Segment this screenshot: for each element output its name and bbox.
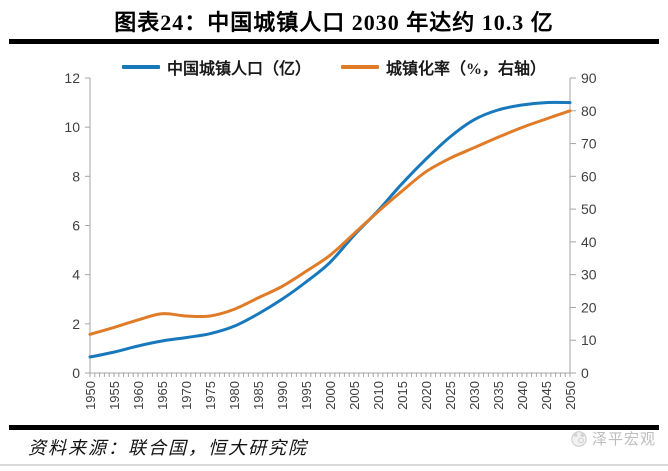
right-tick-label: 50	[581, 201, 597, 217]
x-tick-label: 1970	[179, 381, 194, 410]
x-tick-label: 1990	[275, 381, 290, 410]
legend: 中国城镇人口（亿） 城镇化率（%，右轴）	[88, 55, 580, 79]
x-tick-label: 1965	[155, 381, 170, 410]
legend-item-population: 中国城镇人口（亿）	[121, 55, 311, 79]
right-tick-label: 80	[581, 103, 597, 119]
left-tick-label: 8	[72, 168, 80, 184]
x-tick-label: 2035	[491, 381, 506, 410]
left-tick-label: 12	[64, 70, 80, 86]
x-tick-label: 2050	[563, 381, 578, 410]
x-tick-label: 1960	[131, 381, 146, 410]
x-tick-label: 1975	[203, 381, 218, 410]
x-tick-label: 2015	[395, 381, 410, 410]
x-tick-label: 1995	[299, 381, 314, 410]
population-line-swatch	[121, 65, 160, 69]
x-tick-label: 2000	[323, 381, 338, 410]
right-tick-label: 70	[581, 136, 597, 152]
x-tick-label: 1980	[227, 381, 242, 410]
chart-title: 图表24：中国城镇人口 2030 年达约 10.3 亿	[114, 10, 554, 35]
legend-item-urbanization-rate: 城镇化率（%，右轴）	[341, 55, 546, 79]
x-tick-label: 2040	[515, 381, 530, 410]
x-tick-label: 1985	[251, 381, 266, 410]
right-tick-label: 10	[581, 332, 597, 348]
legend-label-population: 中国城镇人口（亿）	[166, 61, 311, 78]
urbanization-line-swatch	[341, 65, 379, 69]
left-tick-label: 10	[64, 119, 80, 135]
page-bottom-strip	[0, 464, 668, 466]
x-tick-label: 1955	[107, 381, 122, 410]
legend-label-urbanization-rate: 城镇化率（%，右轴）	[386, 61, 547, 78]
left-tick-label: 4	[72, 267, 80, 283]
right-tick-label: 0	[581, 365, 589, 381]
bottom-divider	[9, 425, 659, 430]
x-tick-label: 2010	[371, 381, 386, 410]
left-tick-label: 2	[72, 316, 80, 332]
right-tick-label: 60	[581, 168, 597, 184]
urbanization-rate-series-line	[88, 109, 572, 336]
watermark-text: 泽平宏观	[591, 432, 656, 448]
x-tick-label: 2020	[419, 381, 434, 410]
right-tick-label: 20	[581, 299, 597, 315]
left-tick-label: 6	[72, 218, 80, 234]
x-tick-label: 2005	[347, 381, 362, 410]
top-divider	[9, 39, 659, 44]
source-note: 资料来源：联合国，恒大研究院	[28, 438, 308, 458]
x-tick-label: 2030	[467, 381, 482, 410]
zeping-logo-icon	[571, 430, 587, 447]
x-tick-label: 2045	[539, 381, 554, 410]
right-tick-label: 90	[581, 70, 597, 86]
population-series-line	[88, 100, 572, 359]
right-tick-label: 40	[581, 234, 597, 250]
watermark: 泽平宏观	[570, 428, 656, 449]
left-tick-label: 0	[72, 365, 80, 381]
x-tick-label: 1950	[83, 381, 98, 410]
x-tick-label: 2025	[443, 381, 458, 410]
right-tick-label: 30	[581, 267, 597, 283]
